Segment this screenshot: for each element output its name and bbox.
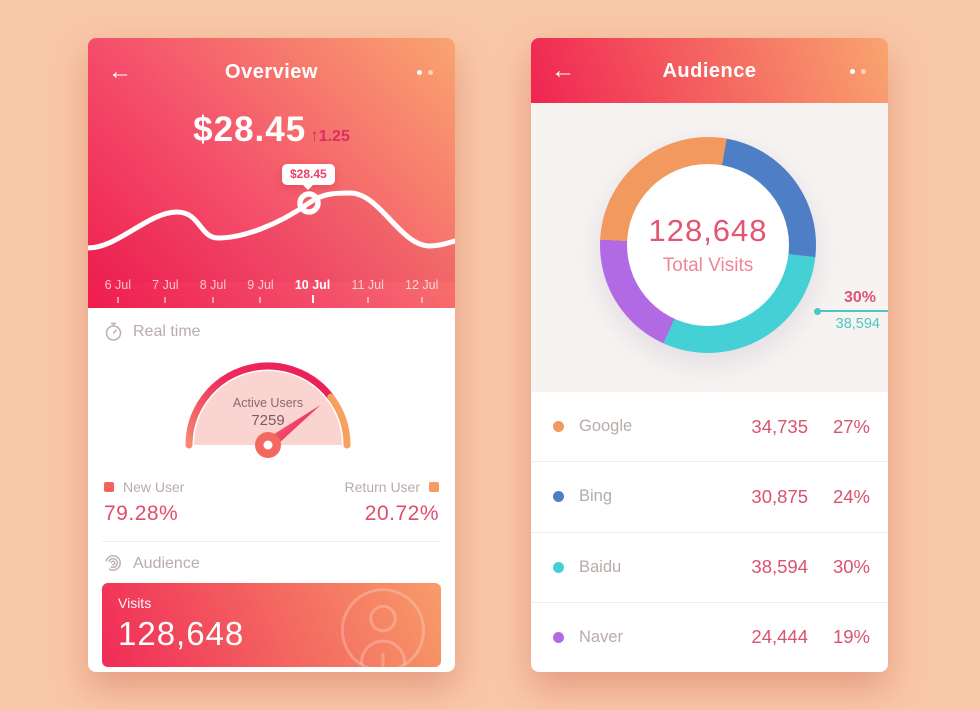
gauge-hub-center <box>263 440 273 450</box>
source-name: Naver <box>579 627 624 646</box>
new-user-stat: New User 79.28% <box>104 479 184 526</box>
donut-ring[interactable]: 128,648 Total Visits <box>600 137 816 353</box>
amount-delta: ↑1.25 <box>310 126 350 145</box>
new-user-swatch <box>104 482 114 492</box>
return-user-swatch <box>429 482 439 492</box>
gauge-value: 7259 <box>251 412 284 429</box>
callout-value: 38,594 <box>835 316 880 332</box>
total-visits-value: 128,648 <box>648 213 768 248</box>
page-title: Audience <box>662 59 757 82</box>
callout-line <box>814 307 888 315</box>
source-name: Baidu <box>579 557 622 576</box>
amount-row: $28.45 ↑1.25 <box>88 110 455 150</box>
gauge-arc-returnuser <box>327 393 351 449</box>
back-arrow-icon[interactable]: ← <box>551 57 575 84</box>
overview-navbar: ← Overview <box>88 56 455 88</box>
source-value: 30,875 <box>751 485 808 507</box>
source-value: 38,594 <box>751 556 808 578</box>
more-dots-icon[interactable] <box>850 68 866 74</box>
list-item-baidu[interactable]: Baidu 38,594 30% <box>531 531 888 602</box>
realtime-section-header: Real time <box>104 322 201 342</box>
donut-panel: 128,648 Total Visits 30% 38,594 <box>531 103 888 392</box>
audience-screen: ← Audience 128,648 Total Visits 30% 38,5… <box>531 38 888 672</box>
more-dots-icon[interactable] <box>417 69 433 75</box>
list-item-bing[interactable]: Bing 30,875 24% <box>531 461 888 531</box>
callout-dot <box>814 307 821 315</box>
line-chart-area <box>88 193 455 282</box>
date-tick-6jul[interactable]: 6 Jul <box>105 278 131 303</box>
source-percent: 19% <box>832 626 870 648</box>
source-name: Bing <box>579 487 613 506</box>
visits-label: Visits <box>118 595 152 611</box>
source-name: Google <box>579 417 633 436</box>
gauge-fill <box>194 371 342 445</box>
overview-screen: ← Overview $28.45 ↑1.25 $28.45 6 Jul 7 J… <box>88 38 455 672</box>
section-divider <box>102 541 441 542</box>
date-tick-11jul[interactable]: 11 Jul <box>351 278 384 303</box>
list-item-naver[interactable]: Naver 24,444 19% <box>531 601 888 672</box>
naver-dot <box>553 631 564 643</box>
audience-label: Audience <box>133 554 200 572</box>
audience-navbar: ← Audience <box>531 55 888 87</box>
chart-tooltip: $28.45 <box>282 164 335 190</box>
up-arrow-icon: ↑ <box>310 126 319 145</box>
audience-section-header: Audience <box>104 554 200 573</box>
source-list: Google 34,735 27% Bing 30,875 24% Baidu … <box>531 392 888 672</box>
new-user-value: 79.28% <box>104 502 179 525</box>
donut-hole: 128,648 Total Visits <box>627 164 789 326</box>
date-axis: 6 Jul 7 Jul 8 Jul 9 Jul 10 Jul 11 Jul 12… <box>94 278 449 308</box>
user-icon <box>340 588 426 667</box>
realtime-label: Real time <box>133 323 201 340</box>
date-tick-7jul[interactable]: 7 Jul <box>152 278 179 303</box>
return-user-value: 20.72% <box>364 502 439 525</box>
source-percent: 27% <box>832 415 870 437</box>
source-value: 34,735 <box>751 415 808 437</box>
back-arrow-icon[interactable]: ← <box>108 58 132 85</box>
source-percent: 24% <box>832 485 870 507</box>
stopwatch-icon <box>105 322 122 341</box>
date-tick-8jul[interactable]: 8 Jul <box>200 278 226 303</box>
active-users-gauge: Active Users 7259 <box>185 362 351 458</box>
callout-percent: 30% <box>843 289 876 306</box>
gauge-arc-newuser <box>185 362 335 449</box>
page-title: Overview <box>225 60 318 83</box>
audience-header-block: ← Audience <box>531 38 888 103</box>
return-user-stat: Return User 20.72% <box>345 479 439 526</box>
line-chart <box>88 190 455 282</box>
gauge-label: Active Users <box>233 396 303 410</box>
amount-value: $28.45 <box>193 110 307 149</box>
date-tick-9jul[interactable]: 9 Jul <box>247 278 274 303</box>
visits-value: 128,648 <box>118 615 245 652</box>
user-split-row: New User 79.28% Return User 20.72% <box>104 479 439 526</box>
baidu-dot <box>553 561 564 573</box>
date-tick-12jul[interactable]: 12 Jul <box>405 278 438 303</box>
baidu-callout: 30% 38,594 <box>814 289 888 332</box>
return-user-label: Return User <box>344 479 420 495</box>
gauge-needle <box>269 405 321 446</box>
bing-dot <box>553 491 564 503</box>
source-percent: 30% <box>832 556 870 578</box>
list-item-google[interactable]: Google 34,735 27% <box>531 392 888 461</box>
overview-header-block: ← Overview $28.45 ↑1.25 $28.45 6 Jul 7 J… <box>88 38 455 308</box>
total-visits-label: Total Visits <box>662 255 754 276</box>
source-value: 24,444 <box>751 626 808 648</box>
date-tick-10jul-active[interactable]: 10 Jul <box>295 278 330 303</box>
audience-icon <box>105 555 121 571</box>
visits-card[interactable]: Visits 128,648 <box>102 583 441 667</box>
line-chart-marker[interactable] <box>297 191 321 215</box>
new-user-label: New User <box>123 479 185 495</box>
google-dot <box>553 421 564 433</box>
